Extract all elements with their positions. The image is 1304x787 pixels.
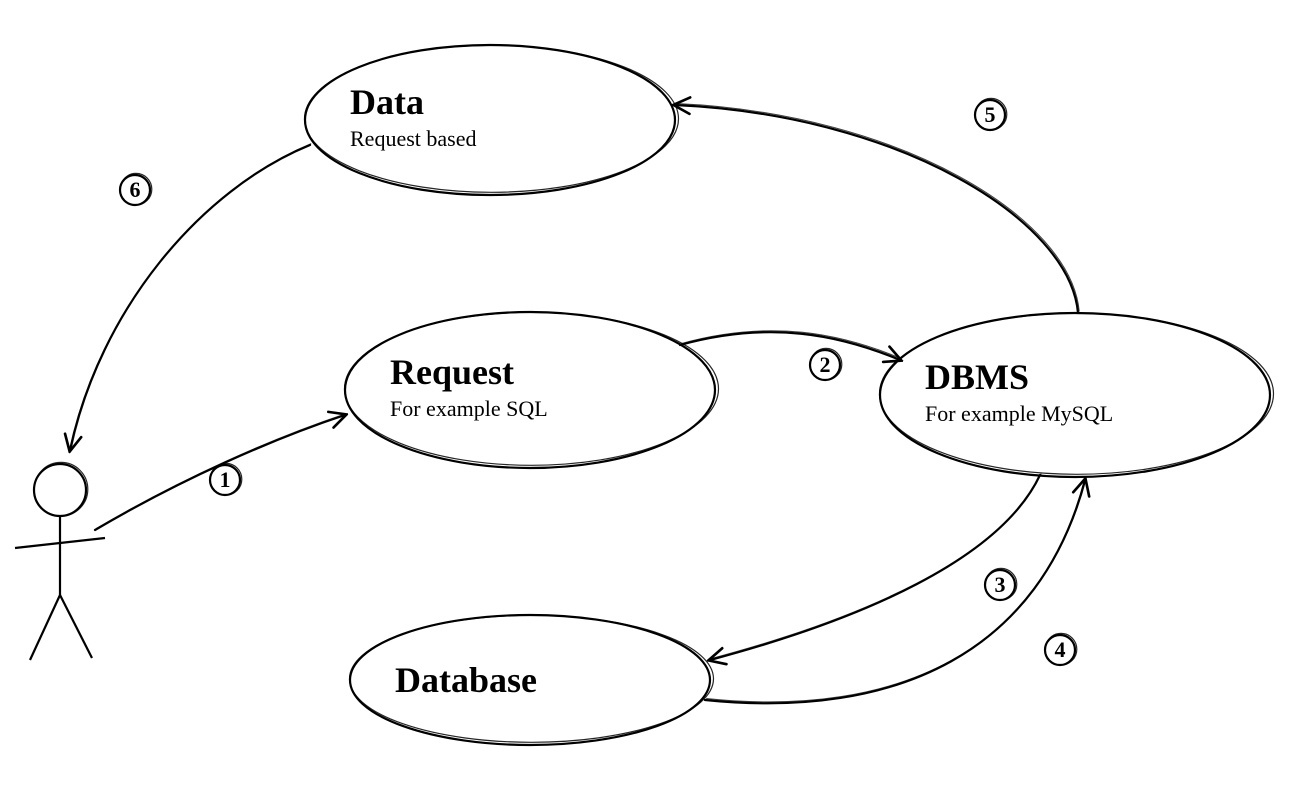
edge-label: 2	[820, 352, 831, 377]
node-request: Request For example SQL	[390, 352, 548, 421]
node-title: Database	[395, 660, 537, 700]
node-database: Database	[395, 660, 537, 700]
edge-label: 3	[995, 572, 1006, 597]
node-data: Data Request based	[350, 82, 476, 151]
edge-label: 1	[220, 467, 231, 492]
edge-5: 5	[985, 102, 996, 127]
node-title: DBMS	[925, 357, 1029, 397]
edge-1: 1	[220, 467, 231, 492]
node-dbms: DBMS For example MySQL	[925, 357, 1113, 426]
edge-label: 5	[985, 102, 996, 127]
user-actor	[15, 516, 105, 660]
edge-label: 4	[1055, 637, 1066, 662]
edge-4: 4	[1055, 637, 1066, 662]
node-subtitle: Request based	[350, 126, 476, 151]
node-title: Data	[350, 82, 424, 122]
node-subtitle: For example SQL	[390, 396, 548, 421]
node-subtitle: For example MySQL	[925, 401, 1113, 426]
edge-3: 3	[995, 572, 1006, 597]
edge-label: 6	[130, 177, 141, 202]
node-title: Request	[390, 352, 514, 392]
edge-6: 6	[130, 177, 141, 202]
edge-2: 2	[820, 352, 831, 377]
